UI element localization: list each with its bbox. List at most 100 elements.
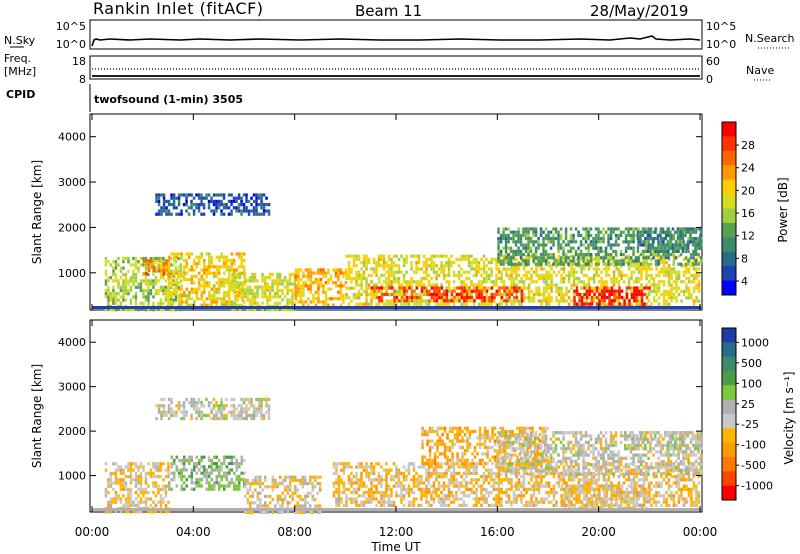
echo-cell bbox=[278, 288, 282, 292]
echo-cell bbox=[185, 300, 188, 304]
echo-cell bbox=[623, 299, 626, 303]
echo-cell bbox=[132, 256, 135, 261]
echo-cell bbox=[539, 227, 543, 231]
ground-scatter-cell bbox=[350, 306, 353, 309]
echo-cell bbox=[530, 296, 533, 300]
echo-cell bbox=[544, 253, 548, 257]
echo-cell bbox=[337, 268, 340, 272]
echo-cell bbox=[139, 484, 143, 488]
echo-cell bbox=[504, 249, 508, 253]
echo-cell bbox=[595, 267, 598, 271]
echo-cell bbox=[289, 475, 292, 479]
echo-cell bbox=[273, 292, 277, 296]
echo-cell bbox=[644, 230, 647, 234]
echo-cell bbox=[440, 286, 444, 290]
ground-scatter-cell bbox=[419, 306, 422, 309]
echo-cell bbox=[510, 299, 513, 303]
echo-cell bbox=[218, 255, 221, 259]
echo-cell bbox=[465, 494, 468, 498]
echo-cell bbox=[251, 308, 254, 312]
echo-cell bbox=[602, 233, 605, 237]
echo-cell bbox=[380, 484, 383, 488]
echo-cell bbox=[504, 227, 508, 231]
echo-cell bbox=[173, 458, 176, 462]
echo-cell bbox=[545, 286, 548, 290]
echo-cell bbox=[405, 280, 408, 284]
echo-cell bbox=[274, 482, 277, 486]
echo-cell bbox=[425, 270, 428, 274]
echo-cell bbox=[152, 272, 155, 277]
echo-cell bbox=[645, 283, 648, 287]
echo-cell bbox=[175, 465, 178, 469]
echo-cell bbox=[245, 413, 248, 417]
echo-cell bbox=[314, 297, 318, 301]
echo-cell bbox=[167, 475, 170, 479]
echo-cell bbox=[319, 281, 323, 285]
echo-cell bbox=[435, 478, 438, 482]
echo-cell bbox=[690, 293, 693, 297]
echo-cell bbox=[604, 262, 608, 266]
echo-cell bbox=[572, 259, 575, 263]
echo-cell bbox=[293, 301, 297, 305]
echo-cell bbox=[570, 286, 573, 290]
echo-cell bbox=[612, 280, 616, 284]
echo-cell bbox=[104, 288, 108, 293]
echo-cell bbox=[682, 270, 686, 274]
echo-cell bbox=[134, 471, 138, 475]
echo-cell bbox=[122, 272, 125, 277]
echo-cell bbox=[522, 280, 526, 284]
echo-cell bbox=[335, 462, 338, 466]
echo-cell bbox=[542, 293, 546, 297]
echo-cell bbox=[614, 253, 618, 257]
echo-cell bbox=[375, 484, 378, 488]
echo-cell bbox=[495, 277, 498, 281]
echo-cell bbox=[644, 243, 647, 247]
echo-cell bbox=[304, 274, 308, 278]
echo-cell bbox=[109, 481, 113, 485]
echo-cell bbox=[380, 503, 383, 507]
echo-cell bbox=[455, 494, 458, 498]
echo-cell bbox=[509, 256, 513, 260]
echo-cell bbox=[573, 296, 576, 300]
echo-cell bbox=[260, 404, 263, 408]
echo-cell bbox=[567, 256, 570, 260]
echo-cell bbox=[380, 264, 383, 268]
echo-cell bbox=[178, 294, 181, 298]
echo-cell bbox=[597, 273, 601, 277]
ground-scatter-cell bbox=[368, 306, 371, 309]
echo-cell bbox=[187, 401, 191, 405]
echo-cell bbox=[208, 268, 211, 272]
echo-cell bbox=[412, 270, 416, 274]
echo-cell bbox=[203, 268, 206, 272]
echo-cell bbox=[240, 458, 243, 462]
echo-cell bbox=[109, 500, 113, 504]
echo-cell bbox=[676, 237, 680, 241]
echo-cell bbox=[667, 277, 671, 281]
echo-cell bbox=[385, 491, 388, 495]
echo-cell bbox=[420, 491, 423, 495]
echo-cell bbox=[397, 478, 401, 482]
echo-cell bbox=[452, 270, 456, 274]
echo-cell bbox=[625, 286, 629, 290]
echo-cell bbox=[572, 267, 576, 271]
echo-cell bbox=[462, 478, 466, 482]
echo-cell bbox=[327, 268, 330, 272]
echo-cell bbox=[549, 256, 553, 260]
echo-cell bbox=[559, 233, 563, 237]
echo-cell bbox=[208, 474, 211, 478]
echo-cell bbox=[527, 230, 530, 234]
echo-cell bbox=[332, 268, 335, 272]
echo-cell bbox=[637, 270, 641, 274]
echo-cell bbox=[627, 277, 631, 281]
echo-cell bbox=[485, 289, 489, 293]
echo-cell bbox=[252, 199, 256, 203]
echo-cell bbox=[350, 267, 353, 271]
echo-cell bbox=[505, 267, 508, 271]
echo-cell bbox=[182, 413, 186, 417]
echo-cell bbox=[230, 303, 233, 307]
echo-cell bbox=[547, 296, 551, 300]
echo-cell bbox=[654, 249, 657, 253]
echo-cell bbox=[312, 300, 315, 304]
echo-cell bbox=[262, 203, 266, 207]
echo-cell bbox=[286, 488, 289, 492]
